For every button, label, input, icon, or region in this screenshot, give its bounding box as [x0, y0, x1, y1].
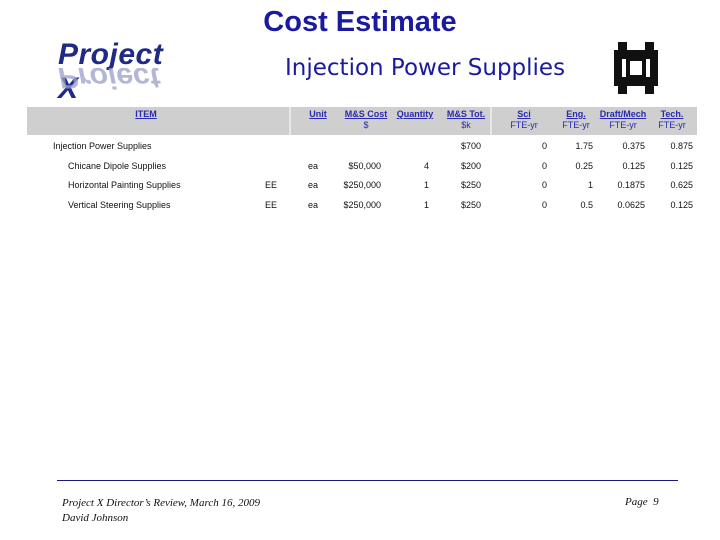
row-dept: EE — [265, 200, 278, 210]
row-dept: EE — [265, 180, 278, 190]
row-item: Chicane Dipole Supplies — [68, 161, 167, 171]
row-quantity: 1 — [423, 180, 429, 190]
header-tech: Tech. FTE-yr — [658, 109, 686, 130]
row-item: Injection Power Supplies — [53, 141, 152, 151]
page-number: Page 9 — [625, 496, 659, 508]
row-ms-cost: $50,000 — [348, 161, 381, 171]
row-item: Horizontal Painting Supplies — [68, 180, 181, 190]
slide-subtitle: Injection Power Supplies — [285, 55, 566, 81]
row-ms-cost: $250,000 — [343, 180, 381, 190]
row-tech: 0.875 — [670, 141, 693, 151]
row-eng: 0.5 — [580, 200, 593, 210]
header-sci: Sci FTE-yr — [510, 109, 538, 130]
row-draft: 0.1875 — [617, 180, 645, 190]
fermilab-logo-icon — [614, 42, 658, 94]
row-sci: 0 — [541, 180, 547, 190]
logo-reflection: Project X — [58, 68, 160, 92]
row-draft: 0.0625 — [617, 200, 645, 210]
row-tech: 0.125 — [670, 200, 693, 210]
row-ms-tot: $250 — [460, 200, 481, 210]
footer-credits: Project X Director’s Review, March 16, 2… — [62, 496, 260, 526]
row-tech: 0.625 — [670, 180, 693, 190]
header-draft-mech: Draft/Mech FTE-yr — [599, 109, 647, 130]
row-ms-tot: $700 — [460, 141, 481, 151]
row-quantity: 4 — [423, 161, 429, 171]
table-row: Horizontal Painting Supplies EE ea $250,… — [27, 176, 697, 196]
header-item: ITEM — [135, 109, 157, 119]
row-eng: 1.75 — [575, 141, 593, 151]
header-ms-tot: M&S Tot. $k — [446, 109, 486, 130]
footer-review: Project X Director’s Review, March 16, 2… — [62, 497, 260, 509]
row-draft: 0.125 — [622, 161, 645, 171]
table-row: Chicane Dipole Supplies ea $50,000 4 $20… — [27, 157, 697, 177]
row-tech: 0.125 — [670, 161, 693, 171]
header-unit: Unit — [309, 109, 327, 119]
row-ms-tot: $200 — [460, 161, 481, 171]
row-sci: 0 — [541, 141, 547, 151]
row-sci: 0 — [541, 161, 547, 171]
footer-divider — [57, 480, 678, 481]
row-ms-tot: $250 — [460, 180, 481, 190]
cost-table: ITEM Unit M&S Cost $ Quantity M&S Tot. $k … — [27, 107, 697, 213]
row-unit: ea — [308, 180, 319, 190]
row-sci: 0 — [541, 200, 547, 210]
header-eng: Eng. FTE-yr — [562, 109, 590, 130]
logo-text: Project X — [58, 38, 164, 105]
row-ms-cost: $250,000 — [343, 200, 381, 210]
row-quantity: 1 — [423, 200, 429, 210]
table-row: Vertical Steering Supplies EE ea $250,00… — [27, 196, 697, 216]
row-item: Vertical Steering Supplies — [68, 200, 171, 210]
table-row: Injection Power Supplies $700 0 1.75 0.3… — [27, 137, 697, 157]
header-quantity: Quantity — [396, 109, 434, 119]
header-ms-cost: M&S Cost $ — [344, 109, 388, 130]
row-draft: 0.375 — [622, 141, 645, 151]
table-header: ITEM Unit M&S Cost $ Quantity M&S Tot. $k … — [27, 107, 697, 135]
row-eng: 0.25 — [575, 161, 593, 171]
slide-title: Cost Estimate — [263, 6, 457, 38]
project-x-logo: Project X Project X — [58, 38, 188, 105]
footer-author: David Johnson — [62, 512, 129, 524]
row-unit: ea — [308, 200, 319, 210]
row-unit: ea — [308, 161, 319, 171]
row-eng: 1 — [587, 180, 593, 190]
